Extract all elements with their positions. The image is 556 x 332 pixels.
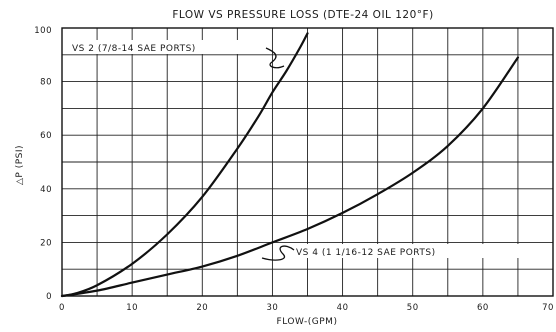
chart-title: FLOW VS PRESSURE LOSS (DTE-24 OIL 120°F) [172, 9, 433, 21]
y-tick-label: 60 [40, 131, 52, 141]
x-tick-label: 30 [267, 303, 279, 313]
x-tick-label: 20 [196, 303, 208, 313]
x-axis-label: FLOW-(GPM) [277, 317, 338, 327]
y-tick-label: 40 [40, 185, 52, 195]
y-tick-label: 100 [34, 26, 52, 36]
series-line-vs2 [60, 32, 309, 298]
y-axis-ticks: 0 20 40 60 80 100 [34, 26, 52, 302]
y-tick-label: 80 [40, 78, 52, 88]
x-axis-ticks: 0 10 20 30 40 50 60 70 [59, 303, 554, 313]
y-tick-label: 0 [46, 292, 52, 302]
x-tick-label: 10 [126, 303, 138, 313]
vs2-leader-line [265, 47, 285, 69]
vs2-series-label: VS 2 (7/8-14 SAE PORTS) [72, 44, 196, 54]
grid [62, 28, 553, 296]
x-tick-label: 0 [59, 303, 65, 313]
x-tick-label: 60 [477, 303, 489, 313]
vs4-label-background [292, 244, 524, 258]
plot-frame [61, 27, 554, 297]
vs4-series-label: VS 4 (1 1/16-12 SAE PORTS) [296, 248, 436, 258]
vs4-leader-line [261, 245, 295, 261]
y-axis-label: △P (PSI) [15, 145, 25, 185]
series-line-vs4 [60, 56, 520, 298]
vs2-label-background [68, 40, 266, 54]
y-tick-label: 20 [40, 238, 52, 248]
x-tick-label: 40 [337, 303, 349, 313]
x-tick-label: 70 [542, 303, 554, 313]
series-group [60, 32, 520, 298]
x-tick-label: 50 [407, 303, 419, 313]
